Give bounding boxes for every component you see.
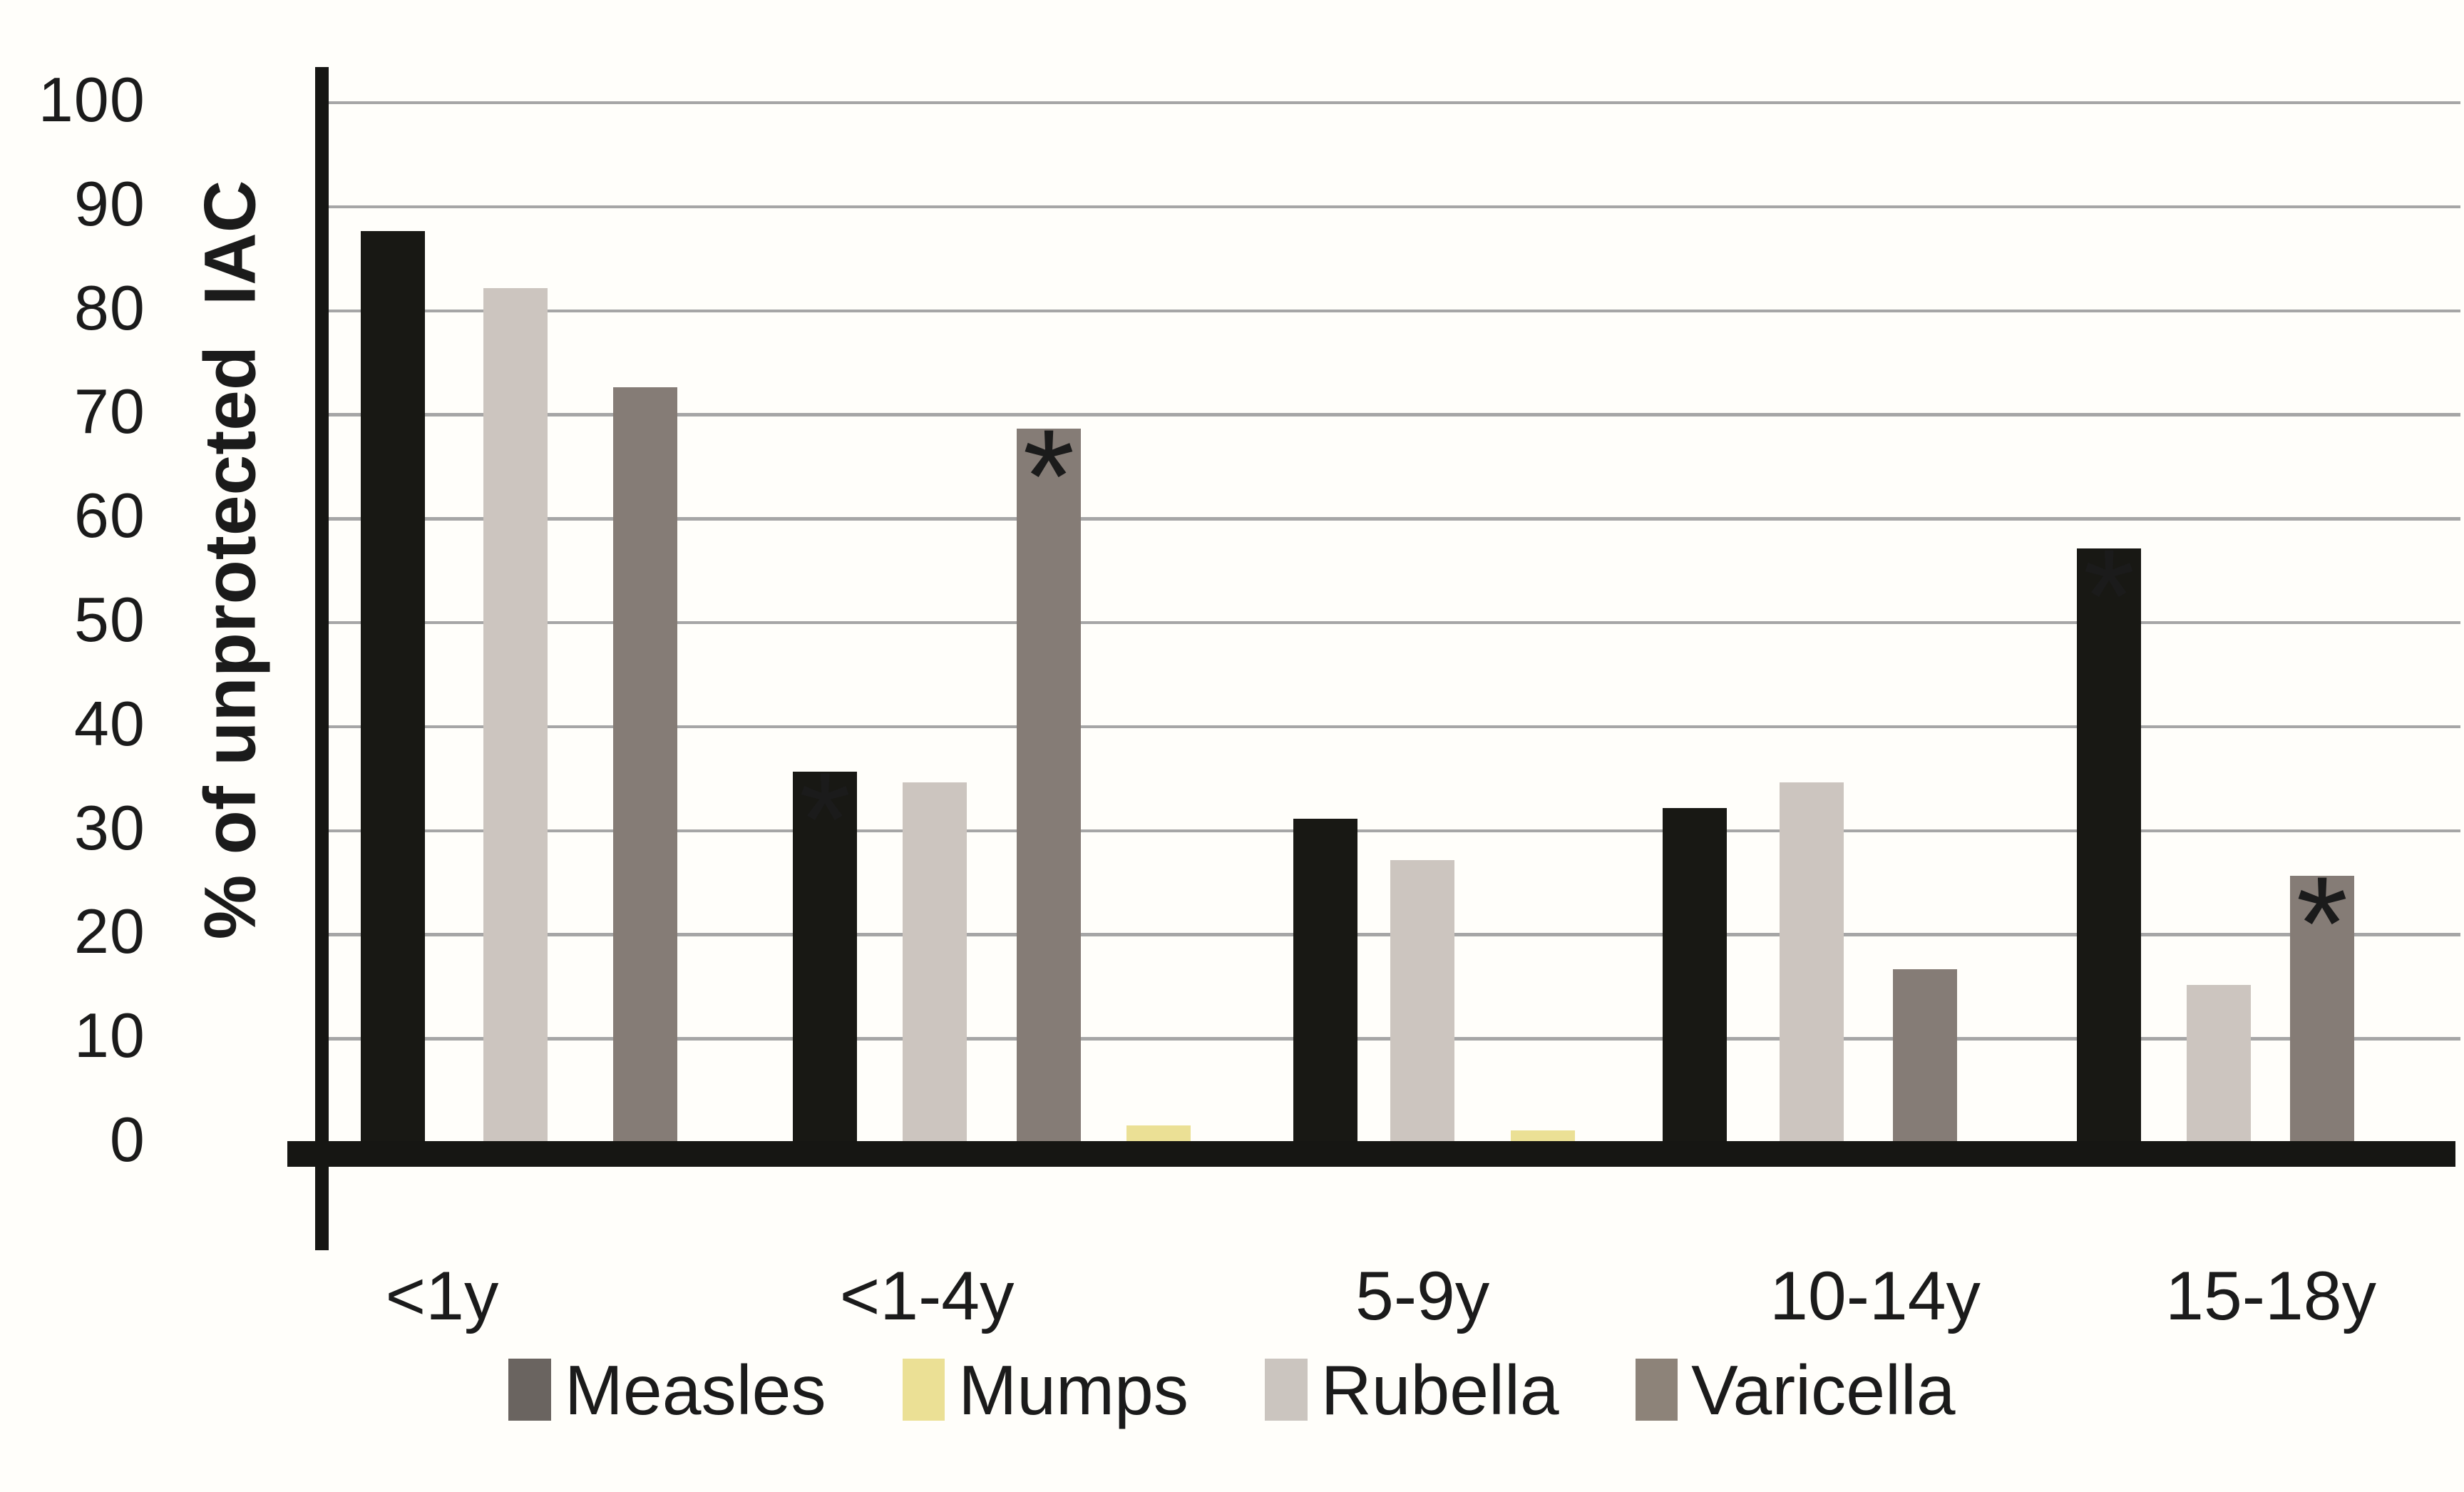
legend-swatch-rubella-icon	[1265, 1359, 1308, 1421]
x-category-label: <1y	[385, 1257, 499, 1335]
bar-measles-15-18y	[2077, 548, 2141, 1141]
bar-rubella-<1y	[483, 288, 548, 1141]
bar-measles-5-9y	[1293, 819, 1357, 1141]
gridline	[322, 621, 2460, 625]
bar-mumps-5-9y	[1510, 1130, 1575, 1141]
y-axis-line	[314, 67, 329, 1251]
bar-varicella-10-14y	[1892, 969, 1957, 1141]
y-tick-label: 100	[38, 63, 145, 135]
legend-label: Measles	[564, 1350, 826, 1429]
gridline	[322, 205, 2460, 209]
legend-swatch-varicella-icon	[1635, 1359, 1678, 1421]
y-tick-label: 70	[73, 376, 145, 447]
bar-measles-10-14y	[1663, 808, 1727, 1141]
legend-label: Rubella	[1320, 1350, 1559, 1429]
legend: Measles Mumps Rubella Varicella	[0, 1355, 2464, 1426]
y-tick-label: 80	[73, 272, 145, 343]
bar-measles-<1-4y	[793, 772, 857, 1141]
bar-varicella-<1-4y	[1016, 429, 1081, 1141]
x-category-label: 5-9y	[1355, 1257, 1490, 1335]
y-tick-label: 90	[73, 168, 145, 239]
gridline	[322, 309, 2460, 313]
legend-item-mumps: Mumps	[902, 1350, 1189, 1429]
y-tick-label: 30	[73, 792, 145, 863]
legend-label: Mumps	[958, 1350, 1189, 1429]
gridline	[322, 517, 2460, 521]
x-category-label: <1-4y	[839, 1257, 1015, 1335]
x-category-label: 15-18y	[2165, 1257, 2376, 1335]
y-tick-label: 20	[73, 896, 145, 967]
bar-rubella-15-18y	[2186, 985, 2251, 1141]
bar-measles-<1y	[360, 231, 425, 1141]
legend-swatch-mumps-icon	[902, 1359, 945, 1421]
bar-varicella-15-18y	[2290, 876, 2354, 1141]
gridline	[322, 101, 2460, 105]
bar-rubella-10-14y	[1779, 782, 1844, 1141]
legend-item-varicella: Varicella	[1635, 1350, 1956, 1429]
x-category-label: 10-14y	[1770, 1257, 1981, 1335]
y-tick-label: 60	[73, 480, 145, 551]
y-tick-label: 10	[73, 1000, 145, 1071]
legend-swatch-measles-icon	[508, 1359, 551, 1421]
bar-varicella-<1y	[612, 387, 677, 1141]
bar-mumps-<1-4y	[1126, 1125, 1191, 1141]
legend-item-measles: Measles	[508, 1355, 826, 1426]
y-tick-label: 40	[73, 688, 145, 759]
x-axis-baseline	[287, 1140, 2455, 1167]
gridline	[322, 829, 2460, 832]
legend-label: Varicella	[1691, 1350, 1956, 1429]
gridline	[322, 725, 2460, 729]
bar-rubella-<1-4y	[902, 782, 967, 1141]
gridline	[322, 413, 2460, 417]
y-axis-title: % of unprotected IAC	[189, 180, 271, 939]
legend-item-rubella: Rubella	[1265, 1355, 1559, 1426]
y-tick-label: 0	[109, 1103, 145, 1175]
y-tick-label: 50	[73, 583, 145, 655]
bar-rubella-5-9y	[1390, 860, 1454, 1141]
